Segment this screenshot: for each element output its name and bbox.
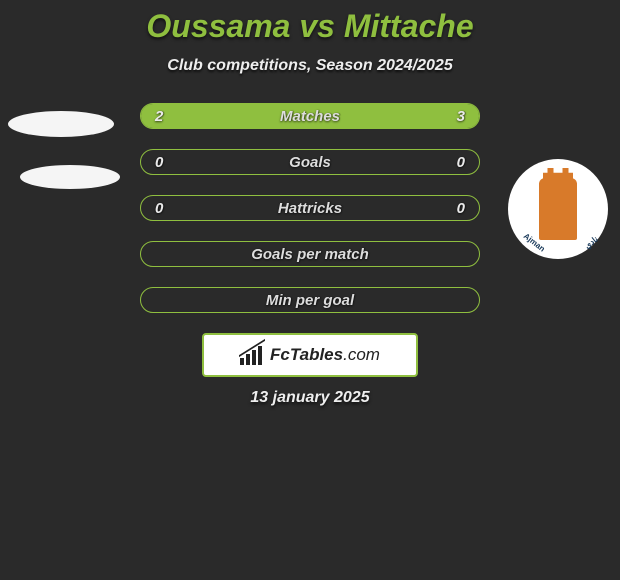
brand-text: FcTables.com — [270, 345, 380, 365]
stat-row: Goals per match — [140, 241, 480, 267]
chart-icon — [240, 345, 264, 365]
stat-label: Goals per match — [191, 246, 429, 263]
page-subtitle: Club competitions, Season 2024/2025 — [0, 57, 620, 75]
stat-row: 0Goals0 — [140, 149, 480, 175]
stat-row: Min per goal — [140, 287, 480, 313]
stat-area: Ajman نادي 2Matches30Goals00Hattricks0Go… — [0, 103, 620, 313]
stat-label: Hattricks — [191, 200, 429, 217]
player-left-placeholder-2 — [20, 165, 120, 189]
brand-logo: FcTables.com — [202, 333, 418, 377]
infographic-root: Oussama vs Mittache Club competitions, S… — [0, 0, 620, 580]
stat-label: Min per goal — [191, 292, 429, 309]
stat-value-left: 2 — [141, 108, 191, 125]
badge-ring-text: Ajman نادي — [508, 159, 608, 259]
page-title: Oussama vs Mittache — [0, 8, 620, 45]
club-badge-right: Ajman نادي — [508, 159, 608, 259]
stat-value-left: 0 — [141, 154, 191, 171]
stat-label: Goals — [191, 154, 429, 171]
stat-value-left: 0 — [141, 200, 191, 217]
player-left-placeholder-1 — [8, 111, 114, 137]
stat-value-right: 0 — [429, 200, 479, 217]
stat-label: Matches — [191, 108, 429, 125]
stat-value-right: 3 — [429, 108, 479, 125]
date-label: 13 january 2025 — [0, 389, 620, 407]
stat-row: 2Matches3 — [140, 103, 480, 129]
stat-row: 0Hattricks0 — [140, 195, 480, 221]
stat-value-right: 0 — [429, 154, 479, 171]
